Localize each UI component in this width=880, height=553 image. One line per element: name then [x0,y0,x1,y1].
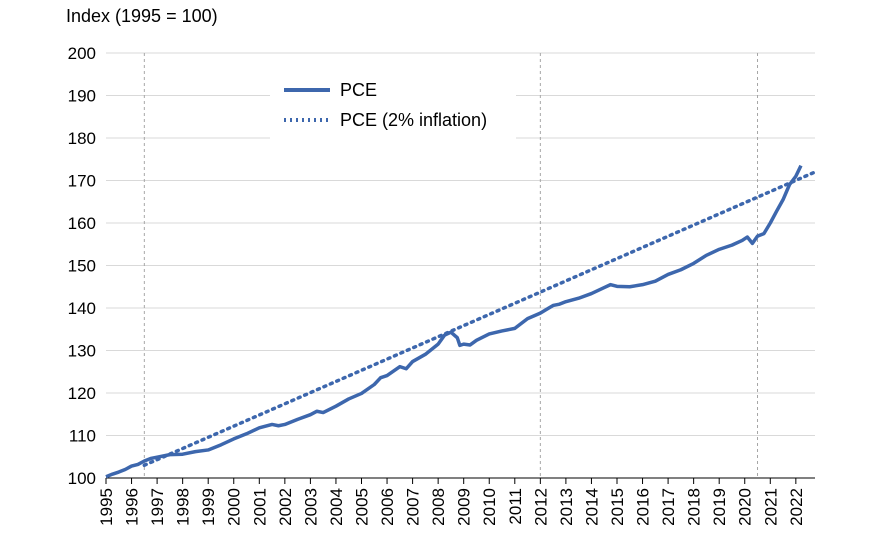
x-tick-label: 2022 [787,488,806,526]
series-line-pce-2pct [142,170,817,467]
x-tick-label: 1996 [123,488,142,526]
x-tick-label: 1998 [174,488,193,526]
y-tick-label: 140 [68,299,96,318]
x-tick-label: 2001 [250,488,269,526]
x-tick-label: 2002 [276,488,295,526]
y-tick-label: 190 [68,87,96,106]
y-tick-label: 130 [68,342,96,361]
y-axis-ticks: 100 110 120 130 140 150 160 170 180 190 200 [68,44,96,488]
y-tick-label: 170 [68,172,96,191]
y-tick-label: 100 [68,469,96,488]
x-tick-label: 2008 [429,488,448,526]
x-tick-label: 2019 [710,488,729,526]
x-tick-label: 2015 [608,488,627,526]
y-tick-label: 200 [68,44,96,63]
x-tick-label: 2018 [685,488,704,526]
x-tick-label: 2000 [225,488,244,526]
y-axis-title: Index (1995 = 100) [66,6,218,26]
y-tick-label: 110 [69,427,96,446]
legend: PCE PCE (2% inflation) [270,70,516,140]
x-axis-ticks: 1995 1996 1997 1998 1999 2000 2001 2002 2003 2004… [97,478,806,526]
x-tick-label: 2003 [301,488,320,526]
legend-label-pce: PCE [340,80,377,100]
x-tick-label: 1997 [148,488,167,526]
x-tick-label: 1999 [199,488,218,526]
x-tick-label: 2017 [659,488,678,526]
x-tick-label: 2011 [506,488,525,525]
x-tick-label: 1995 [97,488,116,526]
x-tick-label: 2006 [378,488,397,526]
y-tick-label: 180 [68,129,96,148]
y-tick-label: 150 [68,257,96,276]
x-tick-label: 2005 [352,488,371,526]
x-tick-label: 2013 [557,488,576,526]
x-tick-label: 2007 [404,488,423,526]
y-tick-label: 120 [68,384,96,403]
x-tick-label: 2010 [480,488,499,526]
series-line-pce [105,164,803,479]
x-tick-label: 2016 [634,488,653,526]
legend-label-pce-2pct: PCE (2% inflation) [340,110,487,130]
x-tick-label: 2004 [327,488,346,526]
x-tick-label: 2014 [582,488,601,526]
x-tick-label: 2020 [736,488,755,526]
x-tick-label: 2009 [455,488,474,526]
x-tick-label: 2012 [531,488,550,526]
x-tick-label: 2021 [761,488,780,526]
series-lines [105,164,817,479]
y-tick-label: 160 [68,214,96,233]
legend-background [270,70,516,140]
vertical-reference-lines [143,53,759,478]
